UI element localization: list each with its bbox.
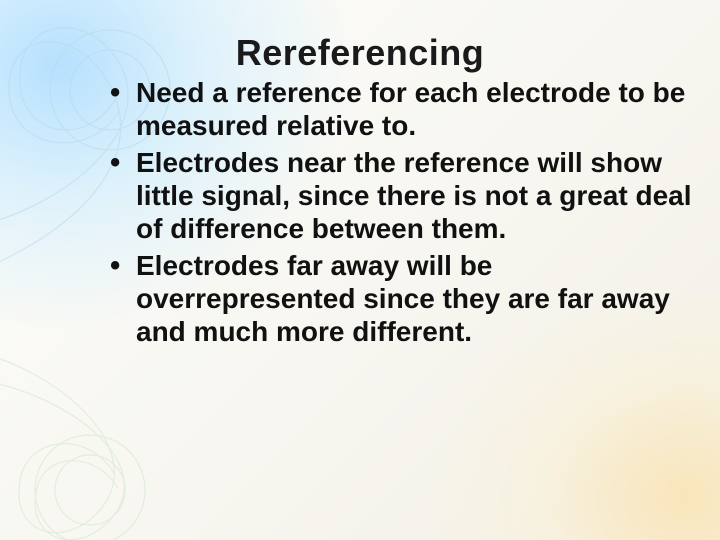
bullet-item: Electrodes near the reference will show … <box>108 146 696 245</box>
slide: Rereferencing Need a reference for each … <box>0 0 720 540</box>
bullet-item: Electrodes far away will be overrepresen… <box>108 249 696 348</box>
bullet-item: Need a reference for each electrode to b… <box>108 76 696 142</box>
bullet-list: Need a reference for each electrode to b… <box>108 76 696 352</box>
slide-title: Rereferencing <box>0 32 720 74</box>
